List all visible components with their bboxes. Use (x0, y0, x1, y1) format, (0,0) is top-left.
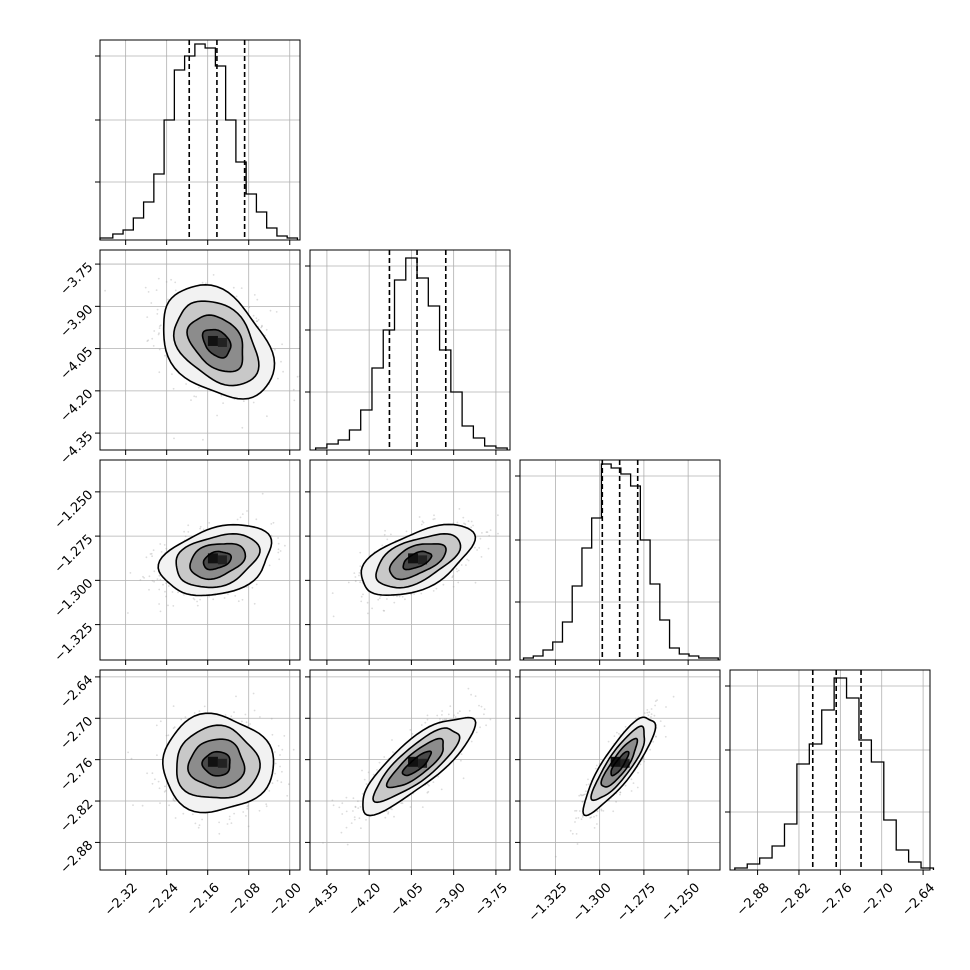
density-layer (554, 695, 675, 858)
density-layer (331, 508, 499, 618)
y-tick-label: −4.35 (58, 429, 97, 468)
panel-frame (309, 459, 511, 661)
x-tick-label: −1.300 (570, 880, 615, 925)
density-peak (207, 335, 218, 346)
histogram-panel-4 (725, 669, 935, 875)
panel-frame (99, 459, 301, 661)
x-tick-label: −2.00 (266, 880, 305, 919)
contour-line (401, 750, 433, 777)
contour-line (175, 724, 261, 799)
contour-line (402, 550, 433, 571)
histogram-step (314, 257, 508, 450)
x-tick-label: −2.64 (899, 880, 938, 919)
contour-line (201, 750, 231, 777)
y-tick-label: −2.70 (58, 714, 97, 753)
x-tick-label: −4.05 (388, 880, 427, 919)
density-peak (207, 756, 218, 767)
x-tick-label: −1.250 (659, 880, 704, 925)
contour-line (172, 300, 260, 387)
contour-line (385, 737, 444, 789)
density-layer (104, 274, 300, 441)
panel-frame (309, 669, 511, 871)
density-layer (127, 692, 295, 835)
contour-line (187, 738, 246, 789)
x-tick-label: −2.82 (775, 880, 814, 919)
contour-line (375, 532, 462, 589)
contour-line (372, 727, 461, 804)
y-tick-label: −2.64 (58, 673, 97, 712)
panel-frame (99, 669, 301, 871)
contour-line (157, 523, 273, 597)
x-tick-label: −2.88 (734, 880, 773, 919)
scatter-panel-1-3 (95, 459, 301, 665)
y-tick-label: −1.300 (52, 576, 97, 621)
density-peak (408, 553, 419, 564)
contour-line (582, 716, 657, 817)
scatter-panel-1-4 (95, 669, 301, 875)
panel-frame (519, 669, 721, 871)
density-peak (217, 337, 227, 347)
contour-line (360, 523, 477, 597)
contour-line (201, 328, 232, 359)
scatter-panel-3-4 (515, 669, 721, 875)
density-layer (322, 687, 492, 846)
histogram-panel-1 (95, 39, 301, 245)
density-peak (418, 555, 428, 565)
contour-line (202, 550, 232, 571)
y-tick-label: −1.250 (52, 488, 97, 533)
panel-frame (729, 669, 931, 871)
density-peak (207, 553, 218, 564)
x-tick-label: −3.75 (472, 880, 511, 919)
density-peak (217, 758, 227, 768)
x-tick-label: −2.76 (817, 880, 856, 919)
density-peak (408, 756, 419, 767)
contour-line (590, 725, 646, 802)
x-tick-label: −2.16 (184, 880, 223, 919)
x-tick-label: −4.35 (303, 880, 342, 919)
y-tick-label: −2.76 (58, 755, 97, 794)
panel-frame (99, 39, 301, 241)
panel-frame (519, 459, 721, 661)
histogram-step (734, 677, 935, 870)
y-tick-label: −3.90 (58, 302, 97, 341)
contour-line (362, 716, 477, 817)
y-tick-label: −4.20 (58, 387, 97, 426)
y-tick-label: −1.325 (52, 620, 97, 665)
contour-line (189, 542, 247, 581)
contour-line (162, 283, 276, 400)
histogram-step (522, 463, 719, 660)
y-tick-label: −2.82 (58, 797, 97, 836)
scatter-panel-1-2 (95, 249, 301, 455)
x-tick-label: −2.24 (143, 880, 182, 919)
contour-line (600, 737, 639, 788)
y-tick-label: −2.88 (58, 838, 97, 877)
y-tick-label: −4.05 (58, 344, 97, 383)
scatter-panel-2-3 (305, 459, 511, 665)
panel-frame (309, 249, 511, 451)
x-tick-label: −2.70 (858, 880, 897, 919)
x-tick-label: −1.275 (614, 880, 659, 925)
panel-frame (99, 249, 301, 451)
x-tick-label: −2.08 (225, 880, 264, 919)
density-layer (127, 492, 286, 614)
x-tick-label: −4.20 (345, 880, 384, 919)
x-tick-label: −3.90 (430, 880, 469, 919)
x-tick-label: −2.32 (102, 880, 141, 919)
contour-line (175, 532, 261, 589)
density-peak (418, 758, 428, 768)
histogram-step (99, 43, 299, 240)
contour-line (388, 543, 447, 581)
scatter-panel-2-4 (305, 669, 511, 875)
histogram-panel-2 (305, 249, 511, 455)
contour-line (610, 750, 630, 777)
y-tick-label: −1.275 (52, 532, 97, 577)
density-peak (217, 555, 227, 565)
histogram-panel-3 (515, 459, 721, 665)
contour-line (161, 712, 275, 814)
contour-line (186, 314, 244, 373)
y-tick-label: −3.75 (58, 260, 97, 299)
x-tick-label: −1.325 (526, 880, 571, 925)
